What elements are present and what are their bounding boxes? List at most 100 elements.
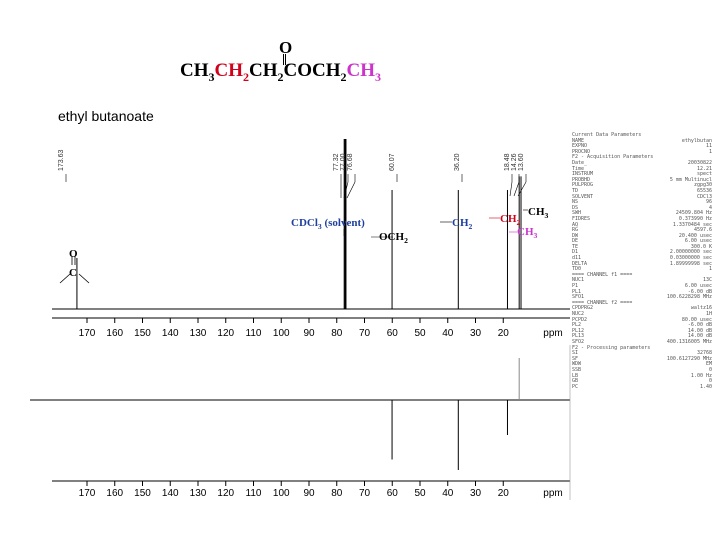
parameter-row: AQ 1.3370484 sec	[572, 221, 712, 229]
x-tick-label-top: 90	[303, 328, 315, 339]
annotation-subscript: 3	[545, 211, 549, 220]
formula-part: 2	[277, 69, 284, 84]
peak-tick-label: 77.00	[340, 153, 347, 171]
parameter-row: NS 96	[572, 200, 712, 206]
parameter-value: 20030822	[687, 159, 712, 166]
annotation-subscript: 2	[517, 218, 521, 227]
annotation-subscript: 2	[469, 222, 473, 231]
parameter-row: PL2 -6.00 dB	[572, 323, 712, 329]
parameter-value: 0	[708, 366, 712, 373]
peak-tick-label: 77.32	[333, 153, 340, 171]
parameter-key: WDW	[572, 361, 582, 368]
parameter-key: LB	[572, 372, 579, 379]
parameter-row: P1 6.00 usec	[572, 283, 712, 290]
parameter-key: DS	[572, 204, 579, 211]
annotation-text: C	[69, 267, 77, 279]
parameter-row: SF 100.6127290 MHz	[572, 356, 712, 363]
peak-annotation: CH3	[528, 206, 549, 220]
parameter-key: SOLVENT	[572, 193, 594, 200]
parameter-row: F2 - Processing parameters	[572, 345, 712, 352]
annotation-text: CH	[517, 226, 534, 238]
parameter-value: EM	[705, 361, 712, 368]
parameter-row: NUC1 13C	[572, 278, 712, 284]
parameter-key: PL12	[572, 327, 585, 334]
x-tick-label-bottom: 150	[134, 488, 151, 499]
peak-annotation: OCH2	[379, 231, 408, 245]
x-tick-label-bottom: 140	[162, 488, 179, 499]
formula-part: CH	[346, 60, 376, 81]
parameter-value: zgpg30	[693, 182, 712, 189]
alkyl-fan-line	[509, 181, 513, 197]
parameter-row: PL1 -6.00 dB	[572, 288, 712, 296]
parameter-key: NS	[572, 199, 579, 206]
parameter-row: F2 - Acquisition Parameters	[572, 155, 712, 161]
molecule-name: ethyl butanoate	[58, 108, 154, 124]
alkyl-fan-line	[513, 181, 520, 197]
parameter-row: Time 12.21	[572, 165, 712, 173]
parameter-value: 2.00000000 sec	[669, 249, 712, 256]
annotation-text: O	[69, 248, 78, 260]
parameter-row: ==== CHANNEL f2 ====	[572, 300, 712, 307]
parameter-value: 12.21	[696, 165, 712, 172]
parameter-value: 0.373990 Hz	[678, 215, 712, 222]
parameter-value: 100.6228298 MHz	[666, 294, 712, 301]
peak-tick-label: 14.26	[511, 153, 518, 171]
parameter-value: 6.00 usec	[684, 238, 712, 245]
parameter-key: GB	[572, 378, 579, 385]
parameter-row: SFO1 100.6228298 MHz	[572, 295, 712, 301]
parameter-value: 1	[708, 266, 712, 273]
parameter-value: 65536	[696, 187, 712, 194]
peak-tick-label: 76.68	[347, 153, 354, 171]
parameter-key: PROCNO	[572, 148, 591, 155]
parameter-key: P1	[572, 283, 579, 290]
x-tick-label-bottom: 60	[387, 488, 399, 499]
parameter-row: WDW EM	[572, 362, 712, 368]
x-tick-label-bottom: 160	[106, 488, 123, 499]
parameter-row: D1 2.00000000 sec	[572, 250, 712, 256]
parameter-key: PULPROG	[572, 182, 594, 189]
acquisition-parameters-panel: Current Data Parameters NAME ethylbutan EXP…	[572, 132, 712, 391]
peak-tick-label: 13.60	[518, 153, 525, 171]
formula-part: 3	[375, 69, 381, 84]
parameter-row: PCPD2 80.00 usec	[572, 317, 712, 324]
carbonyl-oxygen: O	[279, 38, 293, 57]
x-tick-label-top: 20	[498, 328, 510, 339]
parameter-row: CPDPRG2 waltz16	[572, 306, 712, 312]
parameter-row: Date_ 20030822	[572, 159, 712, 167]
x-tick-label-bottom: 50	[414, 488, 426, 499]
parameter-row: DS 4	[572, 204, 712, 212]
peak-annotation: CH2	[500, 213, 521, 227]
carbonyl-bond	[59, 273, 71, 284]
parameter-key: PL2	[572, 322, 582, 329]
parameter-value: 6.00 usec	[684, 283, 712, 290]
peak-annotation: CH2	[452, 217, 473, 231]
parameter-key: PC	[572, 383, 579, 390]
parameter-row: PL13 14.00 dB	[572, 334, 712, 340]
parameter-value: -6.00 dB	[687, 288, 712, 295]
parameter-row: d11 0.03000000 sec	[572, 255, 712, 262]
parameter-key: TD0	[572, 266, 582, 273]
parameter-key: PL1	[572, 288, 582, 295]
molecule-formula: CH3CH2CH2COCH2CH3	[180, 60, 381, 85]
parameter-key: NUC1	[572, 277, 585, 284]
x-tick-label-top: 100	[273, 328, 290, 339]
formula-part: CH	[214, 60, 244, 81]
parameter-value: waltz16	[690, 305, 712, 312]
solvent-fan-line	[346, 181, 356, 199]
parameter-row: NAME ethylbutan	[572, 137, 712, 145]
x-tick-label-bottom: 90	[303, 488, 315, 499]
x-tick-label-top: 170	[79, 328, 96, 339]
peak-tick-label: 36.20	[454, 153, 461, 171]
peak-tick-label: 18.48	[504, 153, 511, 171]
parameter-key: TD	[572, 187, 579, 194]
formula-part: 2	[340, 69, 347, 84]
parameter-key: NAME	[572, 137, 585, 144]
x-tick-label-top: 140	[162, 328, 179, 339]
parameter-value: 1.3370484 sec	[672, 221, 712, 228]
x-tick-label-top: 150	[134, 328, 151, 339]
peak-annotation: CH3	[517, 226, 538, 240]
formula-part: CH	[180, 60, 209, 81]
parameter-row: TD 65536	[572, 187, 712, 195]
parameter-row: SI 32768	[572, 351, 712, 357]
x-tick-label-top: 30	[470, 328, 482, 339]
